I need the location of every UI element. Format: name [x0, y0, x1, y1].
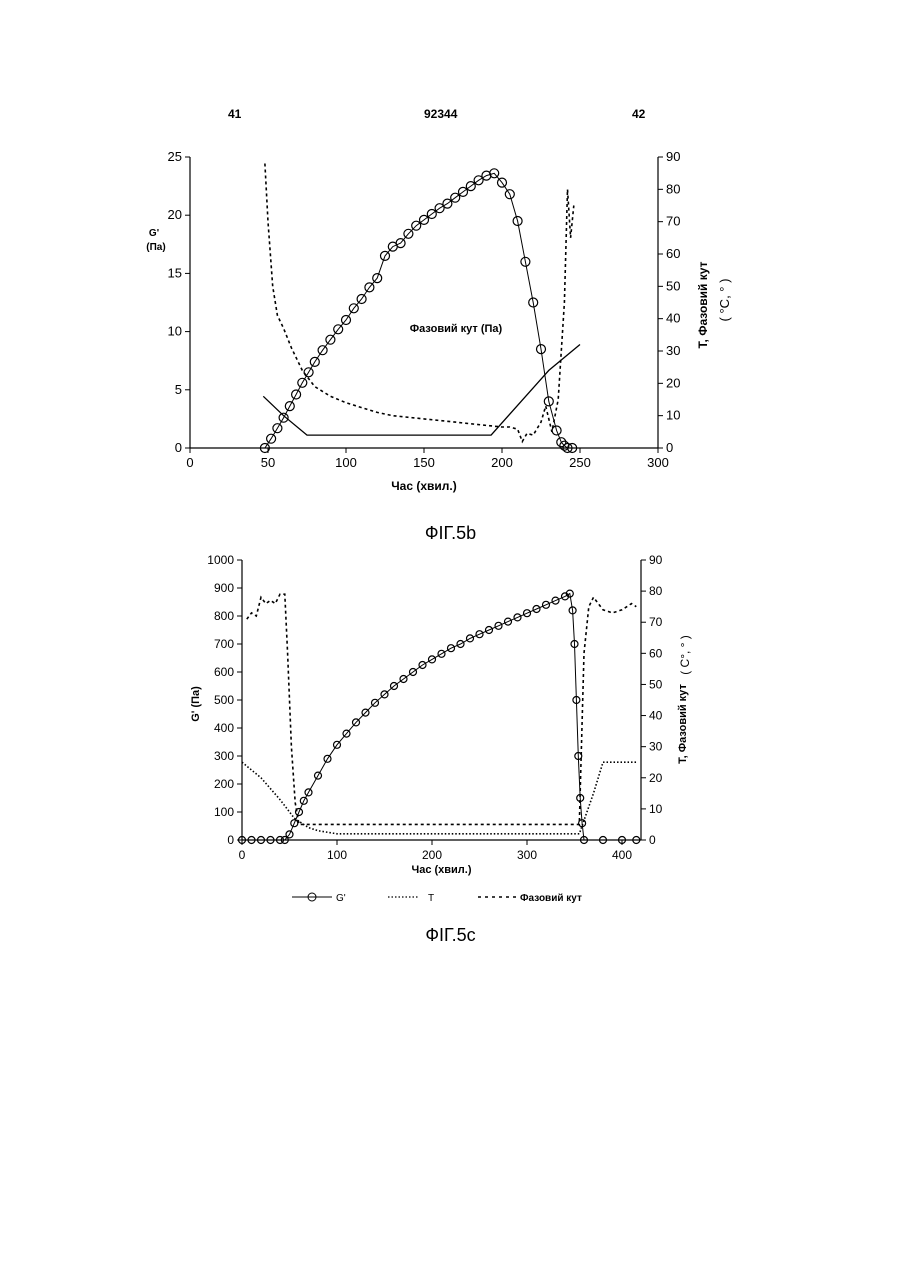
- legend-label-g: G': [336, 893, 346, 904]
- series-phase-line: [247, 594, 637, 824]
- y-tick-label-right: 10: [649, 802, 663, 816]
- x-axis-label: Час (хвил.): [411, 864, 471, 876]
- legend: G' T Фазовий кут: [292, 893, 582, 904]
- x-tick-label: 400: [612, 848, 632, 862]
- y-tick-label-right: 60: [649, 646, 663, 660]
- x-tick-label: 0: [239, 848, 246, 862]
- y-axis-label-right-line2: ( C°, ° ): [678, 635, 692, 675]
- y-axis-label-left: G' (Па): [190, 686, 202, 722]
- y-tick-label-left: 1000: [207, 553, 234, 567]
- y-tick-label-right: 70: [649, 615, 663, 629]
- series-G-points: [239, 590, 640, 843]
- y-tick-label-right: 0: [649, 833, 656, 847]
- y-axis-label-right-line1: T, Фазовий кут: [677, 684, 689, 764]
- y-tick-label-right: 50: [649, 677, 663, 691]
- x-tick-label: 200: [422, 848, 442, 862]
- figure-5c-caption: ФІГ.5c: [0, 925, 901, 946]
- y-tick-label-left: 600: [214, 665, 234, 679]
- x-tick-label: 300: [517, 848, 537, 862]
- y-tick-label-left: 0: [227, 833, 234, 847]
- y-tick-label-right: 80: [649, 584, 663, 598]
- y-tick-label-right: 30: [649, 740, 663, 754]
- x-tick-label: 100: [327, 848, 347, 862]
- legend-label-t: T: [428, 893, 434, 904]
- y-tick-label-left: 700: [214, 637, 234, 651]
- y-tick-label-left: 100: [214, 805, 234, 819]
- y-tick-label-left: 800: [214, 609, 234, 623]
- legend-label-phase: Фазовий кут: [520, 893, 582, 904]
- figure-5c-chart: 0100200300400010020030040050060070080090…: [0, 0, 901, 920]
- y-tick-label-left: 900: [214, 581, 234, 595]
- y-tick-label-left: 400: [214, 721, 234, 735]
- y-tick-label-right: 20: [649, 771, 663, 785]
- y-tick-label-right: 40: [649, 709, 663, 723]
- y-tick-label-right: 90: [649, 553, 663, 567]
- y-tick-label-left: 200: [214, 777, 234, 791]
- y-tick-label-left: 300: [214, 749, 234, 763]
- y-tick-label-left: 500: [214, 693, 234, 707]
